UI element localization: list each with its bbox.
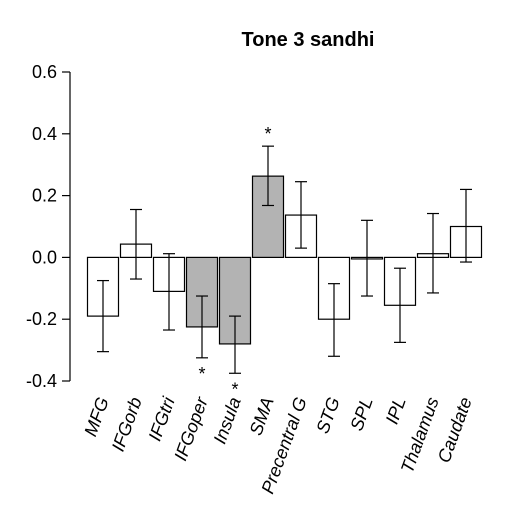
significance-marker: *: [264, 124, 271, 144]
y-tick-label: 0.4: [32, 124, 57, 144]
category-label: STG: [312, 395, 343, 437]
y-tick-label: -0.4: [26, 371, 57, 391]
significance-marker: *: [231, 379, 238, 399]
y-axis: -0.4 -0.2 0.0 0.2 0.4 0.6: [26, 62, 71, 391]
y-tick-label: 0.0: [32, 247, 57, 267]
bars: * * *: [86, 124, 483, 399]
y-tick-label: 0.6: [32, 62, 57, 82]
category-label: Insula: [210, 395, 245, 447]
category-label: MFG: [80, 395, 112, 439]
y-tick-label: -0.2: [26, 309, 57, 329]
category-label: SPL: [346, 395, 376, 434]
category-label: SMA: [246, 395, 278, 439]
category-label: IPL: [382, 395, 410, 427]
category-label: IFGorb: [108, 395, 146, 454]
category-label: IFGtri: [145, 394, 180, 444]
significance-marker: *: [198, 364, 205, 384]
chart-title: Tone 3 sandhi: [242, 29, 375, 51]
y-tick-label: 0.2: [32, 186, 57, 206]
